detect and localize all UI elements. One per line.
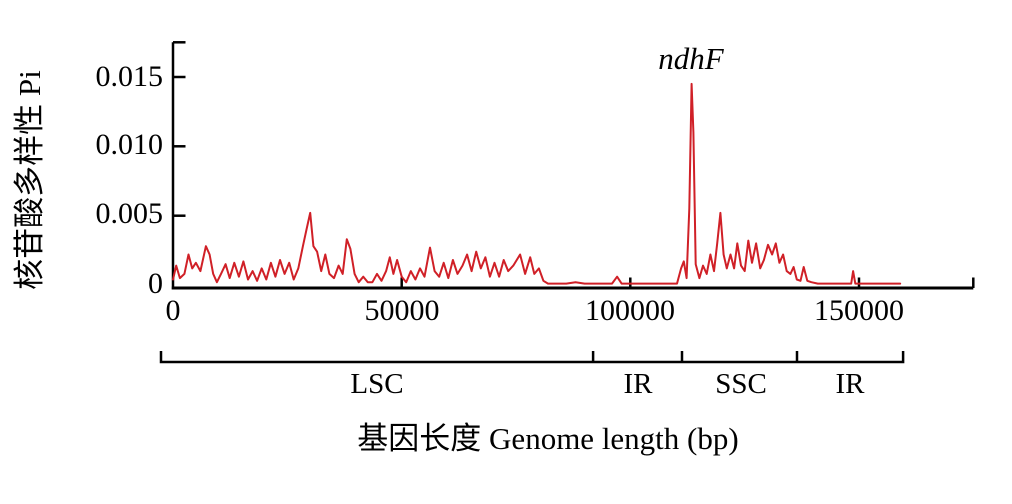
region-label-ir-right: IR xyxy=(835,368,865,400)
gene-annotation-ndhF: ndhF xyxy=(658,41,724,76)
y-tick-label-0005: 0.005 xyxy=(95,197,164,230)
region-label-lsc: LSC xyxy=(350,368,404,400)
x-axis-label: 基因长度 Genome length (bp) xyxy=(357,421,739,456)
x-tick-label-150000: 150000 xyxy=(814,294,904,327)
y-tick-label-0010: 0.010 xyxy=(95,128,164,161)
pi-series-line xyxy=(172,82,902,285)
x-tick-label-0: 0 xyxy=(165,294,181,327)
region-bracket xyxy=(159,351,905,364)
x-tick-label-100000: 100000 xyxy=(585,294,675,327)
y-tick-label-0: 0 xyxy=(148,267,163,300)
y-tick-label-0015: 0.015 xyxy=(95,60,164,93)
region-label-ssc: SSC xyxy=(715,368,767,400)
region-label-ir-left: IR xyxy=(623,368,653,400)
x-tick-label-50000: 50000 xyxy=(364,294,440,327)
